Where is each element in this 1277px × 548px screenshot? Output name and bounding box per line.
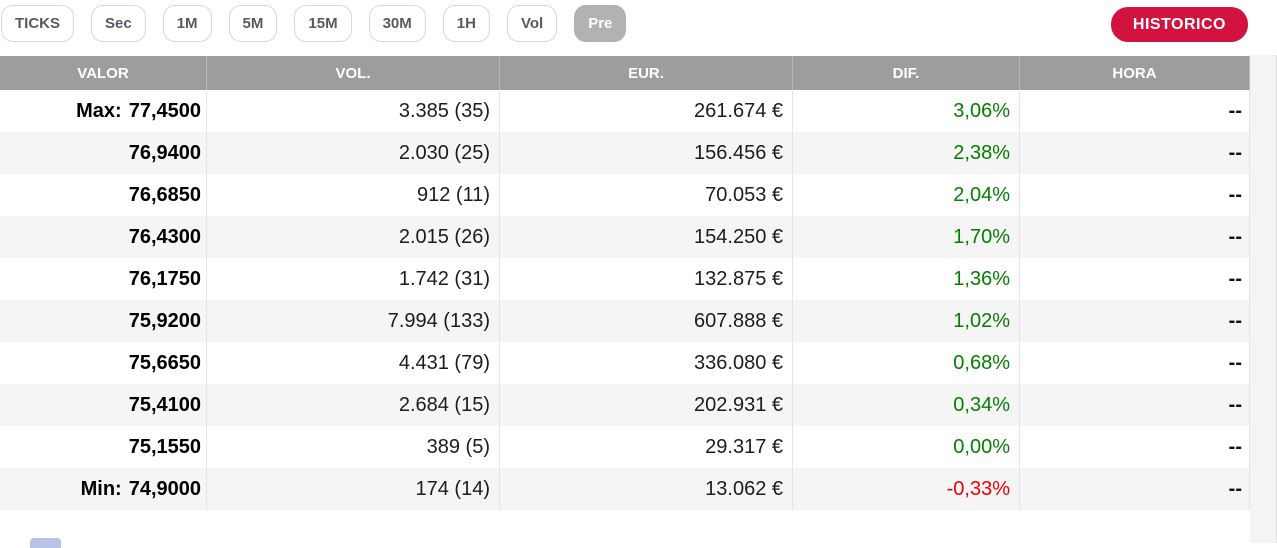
column-header-vol: VOL. [207, 56, 500, 90]
valor-cell: Max: 77,4500 [0, 90, 207, 132]
valor-value: 76,1750 [128, 267, 201, 290]
vol-cell: 3.385 (35) [207, 90, 500, 132]
valor-value: 74,9000 [128, 477, 201, 500]
table-row[interactable]: Max: 77,4500 3.385 (35) 261.674 € 3,06% … [0, 90, 1250, 132]
partial-button-bottom[interactable] [30, 538, 61, 548]
table-header-row: VALOR VOL. EUR. DIF. HORA [0, 56, 1250, 90]
column-header-valor: VALOR [0, 56, 207, 90]
valor-value: 75,4100 [128, 393, 201, 416]
eur-cell: 336.080 € [500, 342, 793, 384]
valor-cell: 76,6850 [0, 174, 207, 216]
right-gutter [1250, 55, 1277, 543]
column-header-dif: DIF. [793, 56, 1020, 90]
hora-cell: -- [1020, 384, 1250, 426]
dif-cell: 3,06% [793, 90, 1020, 132]
eur-cell: 29.317 € [500, 426, 793, 468]
dif-cell: 2,04% [793, 174, 1020, 216]
interval-toolbar: TICKS Sec 1M 5M 15M 30M 1H Vol Pre HISTORICO [0, 0, 1277, 56]
vol-cell: 912 (11) [207, 174, 500, 216]
interval-button-30m[interactable]: 30M [368, 5, 426, 42]
table-row[interactable]: 76,6850 912 (11) 70.053 € 2,04% -- [0, 174, 1250, 216]
eur-cell: 156.456 € [500, 132, 793, 174]
dif-cell: 1,02% [793, 300, 1020, 342]
valor-cell: Min: 74,9000 [0, 468, 207, 510]
hora-cell: -- [1020, 258, 1250, 300]
column-header-eur: EUR. [500, 56, 793, 90]
hora-cell: -- [1020, 216, 1250, 258]
table-row[interactable]: 76,9400 2.030 (25) 156.456 € 2,38% -- [0, 132, 1250, 174]
dif-cell: -0,33% [793, 468, 1020, 510]
table-row[interactable]: 76,1750 1.742 (31) 132.875 € 1,36% -- [0, 258, 1250, 300]
interval-button-sec[interactable]: Sec [91, 5, 146, 42]
hora-cell: -- [1020, 468, 1250, 510]
valor-value: 76,9400 [128, 141, 201, 164]
valor-value: 77,4500 [128, 99, 201, 122]
valor-cell: 75,9200 [0, 300, 207, 342]
dif-cell: 1,36% [793, 258, 1020, 300]
dif-cell: 0,68% [793, 342, 1020, 384]
minmax-label: Min: [80, 477, 122, 500]
eur-cell: 70.053 € [500, 174, 793, 216]
historico-button[interactable]: HISTORICO [1110, 7, 1248, 42]
dif-cell: 1,70% [793, 216, 1020, 258]
hora-cell: -- [1020, 300, 1250, 342]
dif-cell: 0,00% [793, 426, 1020, 468]
column-header-hora: HORA [1020, 56, 1250, 90]
valor-value: 76,4300 [128, 225, 201, 248]
valor-cell: 75,1550 [0, 426, 207, 468]
table-body: Max: 77,4500 3.385 (35) 261.674 € 3,06% … [0, 90, 1250, 510]
valor-cell: 75,6650 [0, 342, 207, 384]
hora-cell: -- [1020, 342, 1250, 384]
interval-button-vol[interactable]: Vol [506, 5, 558, 42]
hora-cell: -- [1020, 132, 1250, 174]
table-row[interactable]: 75,1550 389 (5) 29.317 € 0,00% -- [0, 426, 1250, 468]
minmax-label: Max: [76, 99, 122, 122]
valor-cell: 76,4300 [0, 216, 207, 258]
vol-cell: 2.684 (15) [207, 384, 500, 426]
price-depth-table: VALOR VOL. EUR. DIF. HORA Max: 77,4500 3.385… [0, 56, 1250, 510]
valor-cell: 76,9400 [0, 132, 207, 174]
hora-cell: -- [1020, 174, 1250, 216]
eur-cell: 13.062 € [500, 468, 793, 510]
vol-cell: 389 (5) [207, 426, 500, 468]
table-row[interactable]: 75,9200 7.994 (133) 607.888 € 1,02% -- [0, 300, 1250, 342]
interval-button-pre[interactable]: Pre [574, 5, 627, 42]
hora-cell: -- [1020, 90, 1250, 132]
table-row[interactable]: Min: 74,9000 174 (14) 13.062 € -0,33% -- [0, 468, 1250, 510]
table-row[interactable]: 75,6650 4.431 (79) 336.080 € 0,68% -- [0, 342, 1250, 384]
interval-button-5m[interactable]: 5M [228, 5, 278, 42]
vol-cell: 1.742 (31) [207, 258, 500, 300]
dif-cell: 2,38% [793, 132, 1020, 174]
eur-cell: 261.674 € [500, 90, 793, 132]
interval-button-15m[interactable]: 15M [294, 5, 352, 42]
eur-cell: 607.888 € [500, 300, 793, 342]
hora-cell: -- [1020, 426, 1250, 468]
valor-value: 75,6650 [128, 351, 201, 374]
valor-value: 75,1550 [128, 435, 201, 458]
table-row[interactable]: 75,4100 2.684 (15) 202.931 € 0,34% -- [0, 384, 1250, 426]
valor-cell: 76,1750 [0, 258, 207, 300]
valor-value: 76,6850 [128, 183, 201, 206]
interval-button-group: TICKS Sec 1M 5M 15M 30M 1H Vol Pre [1, 5, 627, 42]
dif-cell: 0,34% [793, 384, 1020, 426]
interval-button-1m[interactable]: 1M [162, 5, 212, 42]
interval-button-1h[interactable]: 1H [442, 5, 490, 42]
eur-cell: 154.250 € [500, 216, 793, 258]
eur-cell: 202.931 € [500, 384, 793, 426]
table-row[interactable]: 76,4300 2.015 (26) 154.250 € 1,70% -- [0, 216, 1250, 258]
vol-cell: 174 (14) [207, 468, 500, 510]
vol-cell: 2.015 (26) [207, 216, 500, 258]
vol-cell: 7.994 (133) [207, 300, 500, 342]
interval-button-ticks[interactable]: TICKS [1, 5, 74, 42]
vol-cell: 4.431 (79) [207, 342, 500, 384]
eur-cell: 132.875 € [500, 258, 793, 300]
valor-value: 75,9200 [128, 309, 201, 332]
vol-cell: 2.030 (25) [207, 132, 500, 174]
valor-cell: 75,4100 [0, 384, 207, 426]
